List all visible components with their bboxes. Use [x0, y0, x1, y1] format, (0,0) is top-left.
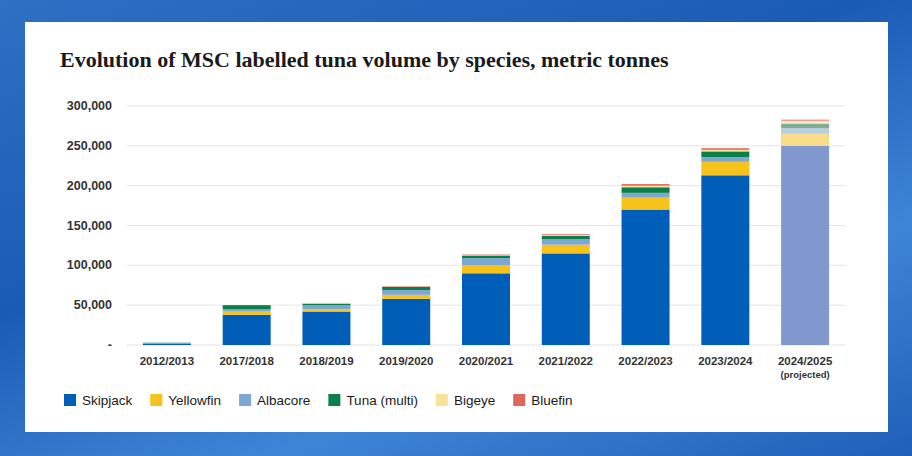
y-tick-label: -	[108, 338, 112, 352]
bar-segment	[143, 342, 191, 343]
bar-segment	[382, 287, 430, 290]
bar-segment	[701, 150, 749, 152]
bar-segment	[223, 309, 271, 311]
bar-segment	[622, 184, 670, 186]
bar-segment	[781, 120, 829, 122]
bar-segment	[223, 315, 271, 345]
bar-segment	[223, 305, 271, 306]
bar-segment	[622, 198, 670, 210]
bar-segment	[701, 162, 749, 176]
bar-segment	[781, 146, 829, 345]
bar-segment	[223, 305, 271, 309]
bars	[143, 120, 829, 345]
legend-swatch	[64, 394, 76, 406]
bar-segment	[382, 290, 430, 295]
x-tick-label: 2019/2020	[379, 355, 433, 367]
legend-swatch	[513, 394, 525, 406]
bar-segment	[462, 273, 510, 345]
bar-segment	[781, 128, 829, 134]
bar-segment	[302, 309, 350, 311]
legend-label: Tuna (multi)	[346, 393, 418, 408]
bar-segment	[701, 157, 749, 162]
bar-segment	[143, 343, 191, 345]
bar-segment	[143, 342, 191, 343]
bar-segment	[382, 295, 430, 299]
legend-swatch	[239, 394, 251, 406]
x-tick-label: 2024/2025(projected)	[778, 355, 833, 380]
x-tick-label: 2018/2019	[299, 355, 353, 367]
bar-segment	[622, 186, 670, 188]
bar-segment	[462, 258, 510, 265]
bar-segment	[382, 286, 430, 287]
bar-segment	[701, 175, 749, 345]
bar-segment	[462, 254, 510, 256]
x-tick-label: 2017/2018	[219, 355, 274, 367]
y-tick-label: 300,000	[67, 99, 112, 113]
legend-label: Skipjack	[82, 393, 133, 408]
bar-segment	[542, 234, 590, 236]
grid-line	[127, 106, 845, 107]
x-tick-label: 2021/2022	[539, 355, 593, 367]
bar-segment	[781, 134, 829, 146]
legend-label: Yellowfin	[168, 393, 221, 408]
legend-swatch	[150, 394, 162, 406]
bar-segment	[701, 148, 749, 150]
bar-segment	[302, 305, 350, 309]
y-tick-label: 250,000	[67, 139, 112, 153]
bar-segment	[462, 265, 510, 273]
bar-segment	[302, 302, 350, 304]
bar-segment	[223, 312, 271, 315]
x-tick-label: 2022/2023	[618, 355, 672, 367]
y-tick-label: 50,000	[74, 298, 112, 312]
bar-segment	[622, 187, 670, 193]
legend-label: Bluefin	[531, 393, 572, 408]
legend-label: Albacore	[257, 393, 310, 408]
bar-segment	[701, 151, 749, 157]
bar-segment	[542, 253, 590, 345]
legend-swatch	[328, 394, 340, 406]
bar-segment	[781, 124, 829, 129]
bar-segment	[781, 121, 829, 123]
x-tick-label: 2020/2021	[459, 355, 514, 367]
title: Evolution of MSC labelled tuna volume by…	[60, 47, 669, 72]
bar-segment	[542, 239, 590, 245]
bar-segment	[223, 305, 271, 306]
bar-segment	[302, 304, 350, 306]
bar-segment	[382, 299, 430, 345]
bar-segment	[302, 312, 350, 345]
legend-label: Bigeye	[454, 393, 495, 408]
bar-segment	[622, 210, 670, 345]
chart: Evolution of MSC labelled tuna volume by…	[0, 0, 912, 456]
bar-segment	[302, 302, 350, 303]
y-tick-label: 100,000	[67, 258, 112, 272]
bar-segment	[143, 343, 191, 344]
y-tick-label: 150,000	[67, 219, 112, 233]
bar-segment	[462, 255, 510, 256]
panel	[25, 22, 888, 432]
x-tick-label: 2023/2024	[698, 355, 753, 367]
y-tick-label: 200,000	[67, 179, 112, 193]
bar-segment	[542, 245, 590, 254]
legend-swatch	[436, 394, 448, 406]
x-tick-label: 2012/2013	[140, 355, 194, 367]
bar-segment	[542, 235, 590, 237]
grid-line	[127, 145, 845, 146]
bar-segment	[542, 236, 590, 239]
bar-segment	[143, 342, 191, 343]
bar-segment	[462, 256, 510, 258]
bar-segment	[622, 193, 670, 198]
bar-segment	[143, 342, 191, 343]
bar-segment	[382, 286, 430, 287]
